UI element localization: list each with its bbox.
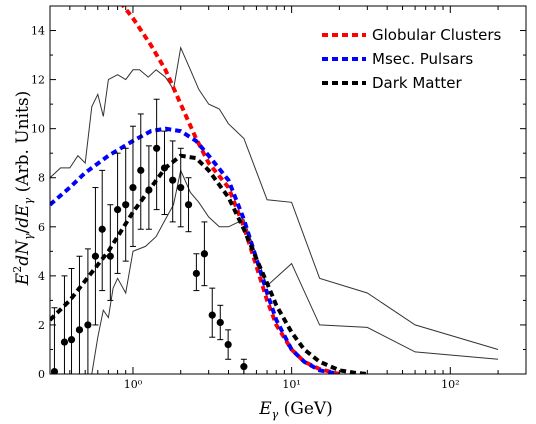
plot-frame — [49, 5, 527, 375]
data-point — [145, 186, 153, 194]
data-point — [216, 318, 224, 327]
x-axis-label: Eγ (GeV) — [258, 399, 333, 421]
data-point — [84, 321, 92, 329]
series-line-3 — [50, 45, 499, 350]
data-point — [200, 250, 209, 258]
data-point — [50, 367, 59, 374]
data-point — [122, 201, 130, 209]
legend: Globular Clusters Msec. Pulsars Dark Matte… — [322, 26, 502, 92]
series-line-4 — [91, 168, 499, 374]
data-point — [60, 338, 69, 346]
legend-label: Dark Matter — [372, 74, 462, 92]
data-point — [224, 340, 232, 349]
y-tick-label: 12 — [31, 74, 45, 87]
y-tick-label: 2 — [38, 319, 45, 332]
data-point — [177, 183, 185, 192]
data-point — [137, 166, 145, 174]
legend-label: Msec. Pulsars — [372, 50, 473, 68]
data-point — [153, 144, 161, 152]
data-point — [67, 336, 76, 344]
data-point — [98, 225, 106, 233]
data-point — [160, 164, 169, 172]
y-tick-label: 4 — [38, 270, 45, 283]
data-point — [75, 326, 84, 334]
y-axis-label: E2dNγ/dEγ (Arb. Units) — [11, 91, 35, 286]
data-point — [91, 252, 100, 260]
tick-labels: 0 2 4 6 8 10 12 14 10⁰ 10¹ 10² — [31, 25, 460, 391]
data-points — [50, 98, 248, 374]
data-point — [192, 269, 200, 278]
x-tick-label: 10¹ — [282, 378, 300, 391]
data-point — [184, 201, 193, 209]
y-tick-label: 6 — [38, 221, 45, 234]
y-tick-label: 14 — [31, 25, 45, 38]
x-tick-label: 10² — [441, 378, 459, 391]
y-tick-label: 10 — [31, 123, 45, 136]
y-tick-label: 8 — [38, 172, 45, 185]
data-point — [129, 183, 137, 192]
data-point — [208, 311, 216, 319]
data-point — [169, 176, 177, 184]
data-point — [106, 252, 114, 260]
data-point — [113, 206, 122, 214]
series-lines — [50, 6, 499, 374]
series-line-1 — [50, 126, 340, 374]
x-tick-label: 10⁰ — [124, 378, 143, 391]
data-point — [240, 363, 248, 371]
series-line-2 — [50, 153, 368, 374]
y-tick-label: 0 — [38, 368, 45, 381]
legend-label: Globular Clusters — [372, 26, 502, 44]
axis-ticks — [50, 6, 526, 375]
